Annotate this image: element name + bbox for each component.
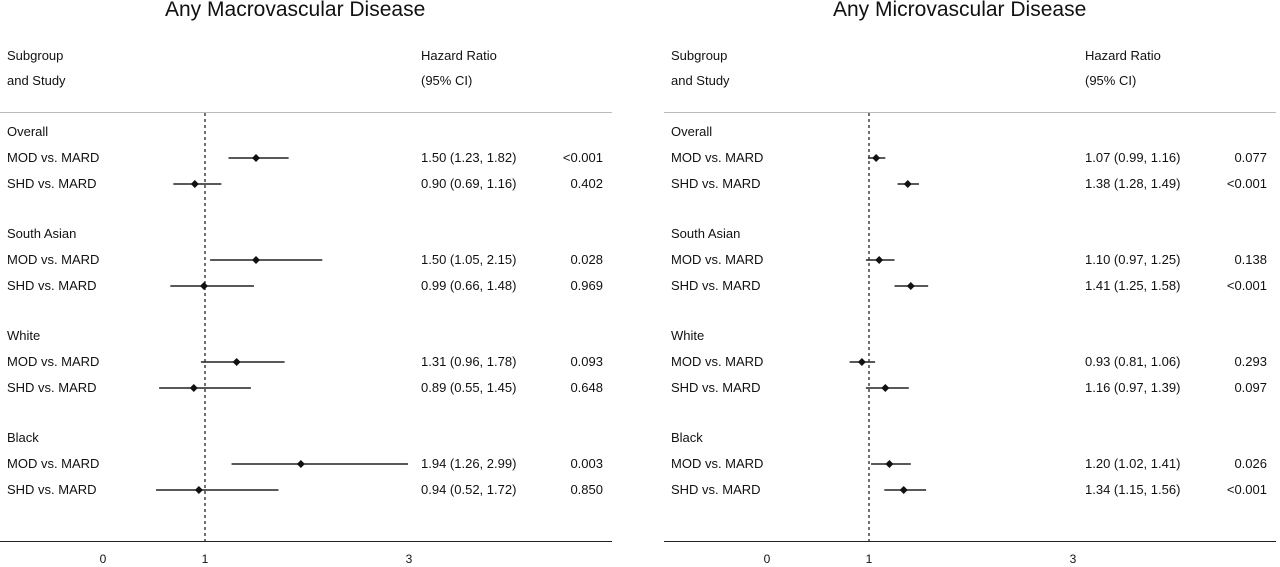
header-rule: [664, 112, 1276, 113]
x-tick-label: 1: [865, 552, 873, 566]
row-label: MOD vs. MARD: [671, 150, 764, 165]
hazard-ratio-ci: 1.10 (0.97, 1.25): [1085, 252, 1181, 267]
point-estimate: [906, 282, 915, 290]
p-value: 0.402: [570, 176, 603, 191]
hazard-ratio-header: Hazard Ratio: [421, 48, 497, 63]
header-rule: [0, 112, 612, 113]
hazard-ratio-ci: 1.50 (1.23, 1.82): [421, 150, 517, 165]
group-label: White: [671, 328, 705, 343]
group-label: White: [7, 328, 41, 343]
subgroup-header: Subgroup: [7, 48, 64, 63]
point-estimate: [899, 486, 908, 494]
point-estimate: [875, 256, 884, 264]
hazard-ratio-ci: 1.07 (0.99, 1.16): [1085, 150, 1181, 165]
row-label: SHD vs. MARD: [671, 278, 761, 293]
x-axis-line: [664, 541, 1276, 542]
hazard-ratio-ci: 1.31 (0.96, 1.78): [421, 354, 517, 369]
point-estimate: [296, 460, 305, 468]
group-label: Overall: [7, 124, 49, 139]
point-estimate: [232, 358, 241, 366]
x-tick-label: 3: [405, 552, 413, 566]
group-label: Black: [671, 430, 703, 445]
p-value: <0.001: [1226, 176, 1267, 191]
point-estimate: [189, 384, 198, 392]
row-label: MOD vs. MARD: [671, 354, 764, 369]
row-label: MOD vs. MARD: [7, 354, 100, 369]
hazard-ratio-ci: 1.38 (1.28, 1.49): [1085, 176, 1181, 191]
p-value: 0.850: [570, 482, 603, 497]
p-value: <0.001: [562, 150, 603, 165]
hazard-ratio-ci: 0.94 (0.52, 1.72): [421, 482, 517, 497]
p-value: 0.077: [1234, 150, 1267, 165]
hazard-ratio-ci: 0.90 (0.69, 1.16): [421, 176, 517, 191]
p-value: 0.138: [1234, 252, 1267, 267]
microvascular-forest-plot: Any Microvascular Disease Subgroup and S…: [664, 0, 1280, 567]
x-tick-label: 3: [1069, 552, 1077, 566]
point-estimate: [252, 154, 260, 162]
ci-header: (95% CI): [421, 73, 473, 88]
hazard-ratio-ci: 0.99 (0.66, 1.48): [421, 278, 517, 293]
row-label: MOD vs. MARD: [7, 252, 100, 267]
hazard-ratio-ci: 1.20 (1.02, 1.41): [1085, 456, 1181, 471]
point-estimate: [194, 486, 203, 494]
chart-title: Any Microvascular Disease: [833, 0, 1087, 21]
forest-marks: [156, 113, 408, 541]
point-estimate: [252, 256, 260, 264]
hazard-ratio-ci: 0.89 (0.55, 1.45): [421, 380, 517, 395]
macrovascular-forest-plot: Any Macrovascular Disease Subgroup and S…: [0, 0, 612, 566]
subgroup-header: Subgroup: [671, 48, 728, 63]
ci-header: (95% CI): [1085, 73, 1137, 88]
p-value: <0.001: [1226, 278, 1267, 293]
x-tick-label: 0: [99, 552, 107, 566]
point-estimate: [190, 180, 199, 188]
row-label: SHD vs. MARD: [7, 380, 97, 395]
hazard-ratio-ci: 0.93 (0.81, 1.06): [1085, 354, 1181, 369]
x-axis-line: [0, 541, 612, 542]
row-label: SHD vs. MARD: [671, 176, 761, 191]
point-estimate: [903, 180, 912, 188]
row-label: SHD vs. MARD: [7, 278, 97, 293]
study-header: and Study: [7, 73, 66, 88]
study-header: and Study: [671, 73, 730, 88]
p-value: 0.293: [1234, 354, 1267, 369]
row-label: MOD vs. MARD: [7, 456, 100, 471]
point-estimate: [872, 154, 881, 162]
hazard-ratio-ci: 1.94 (1.26, 2.99): [421, 456, 517, 471]
group-label: South Asian: [671, 226, 741, 241]
x-tick-label: 0: [763, 552, 771, 566]
p-value: 0.003: [570, 456, 603, 471]
row-label: SHD vs. MARD: [671, 380, 761, 395]
p-value: 0.969: [570, 278, 603, 293]
chart-title: Any Macrovascular Disease: [165, 0, 426, 21]
group-label: Overall: [671, 124, 713, 139]
group-label: Black: [7, 430, 39, 445]
group-label: South Asian: [7, 226, 77, 241]
x-tick-label: 1: [201, 552, 209, 566]
p-value: 0.026: [1234, 456, 1267, 471]
p-value: 0.648: [570, 380, 603, 395]
p-value: 0.093: [570, 354, 603, 369]
point-estimate: [199, 282, 208, 290]
point-estimate: [857, 358, 866, 366]
point-estimate: [881, 384, 890, 392]
p-value: 0.097: [1234, 380, 1267, 395]
hazard-ratio-header: Hazard Ratio: [1085, 48, 1161, 63]
p-value: <0.001: [1226, 482, 1267, 497]
row-label: MOD vs. MARD: [7, 150, 100, 165]
row-label: SHD vs. MARD: [671, 482, 761, 497]
hazard-ratio-ci: 1.16 (0.97, 1.39): [1085, 380, 1181, 395]
hazard-ratio-ci: 1.34 (1.15, 1.56): [1085, 482, 1181, 497]
hazard-ratio-ci: 1.50 (1.05, 2.15): [421, 252, 517, 267]
row-label: SHD vs. MARD: [7, 482, 97, 497]
p-value: 0.028: [570, 252, 603, 267]
point-estimate: [885, 460, 894, 468]
row-label: MOD vs. MARD: [671, 252, 764, 267]
row-label: SHD vs. MARD: [7, 176, 97, 191]
hazard-ratio-ci: 1.41 (1.25, 1.58): [1085, 278, 1181, 293]
forest-marks: [849, 113, 929, 541]
row-label: MOD vs. MARD: [671, 456, 764, 471]
